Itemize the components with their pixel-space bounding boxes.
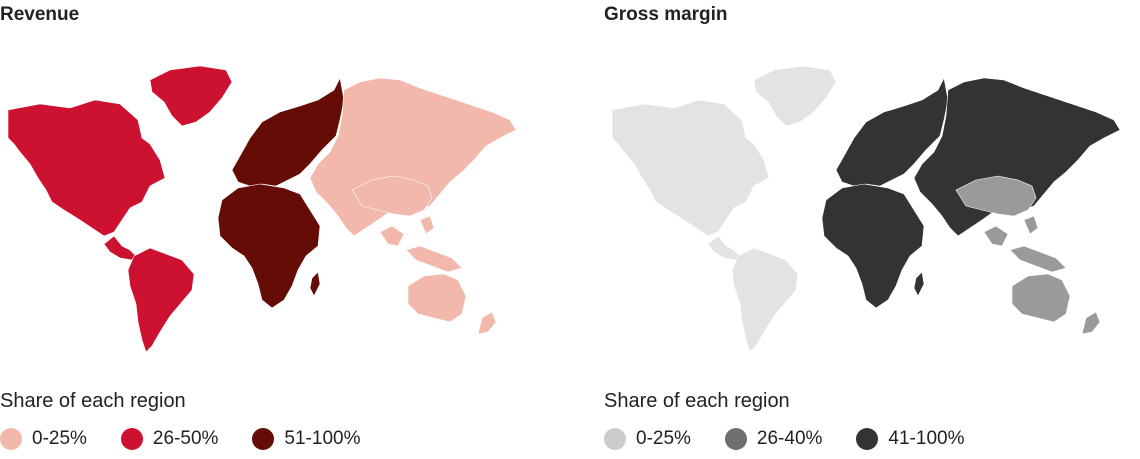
region-south-america	[127, 247, 195, 353]
region-africa	[217, 183, 321, 309]
legend-swatch	[724, 428, 747, 450]
legend-label: 51-100%	[284, 428, 361, 449]
legend-item: 0-25%	[604, 428, 691, 450]
legend-swatch	[856, 428, 879, 450]
region-oceania	[1011, 273, 1101, 335]
legend-swatch	[0, 428, 22, 450]
revenue-world-map	[7, 65, 517, 353]
gross-margin-world-map	[611, 65, 1121, 353]
revenue-panel: Revenue Share of each region 0-25% 26-50…	[0, 0, 540, 459]
map-title: Gross margin	[604, 4, 728, 25]
region-south-america	[731, 247, 799, 353]
legend-item: 51-100%	[252, 428, 360, 450]
legend-label: 26-50%	[152, 428, 219, 449]
region-europe	[835, 77, 949, 187]
legend-title: Share of each region	[604, 390, 790, 412]
region-oceania	[407, 273, 497, 335]
region-europe	[231, 77, 345, 187]
region-greenland	[149, 65, 233, 127]
legend-label: 0-25%	[636, 428, 691, 449]
legend-item: 0-25%	[0, 428, 87, 450]
map-title: Revenue	[0, 4, 80, 25]
region-north-america	[611, 99, 770, 261]
region-china	[955, 175, 1037, 217]
legend: 0-25% 26-40% 41-100%	[604, 428, 964, 450]
legend: 0-25% 26-50% 51-100%	[0, 428, 360, 450]
region-southeast-asia	[379, 215, 463, 273]
legend-item: 41-100%	[856, 428, 964, 450]
legend-swatch	[604, 428, 626, 450]
region-greenland	[753, 65, 837, 127]
legend-swatch	[120, 428, 143, 450]
legend-label: 26-40%	[756, 428, 823, 449]
legend-swatch	[252, 428, 275, 450]
gross-margin-panel: Gross margin Share of each region 0-25% …	[604, 0, 1140, 459]
legend-item: 26-40%	[724, 428, 823, 450]
legend-label: 0-25%	[32, 428, 87, 449]
legend-item: 26-50%	[120, 428, 219, 450]
region-southeast-asia	[983, 215, 1067, 273]
region-africa	[821, 183, 925, 309]
legend-label: 41-100%	[888, 428, 965, 449]
region-china	[351, 175, 433, 217]
region-north-america	[7, 99, 166, 261]
legend-title: Share of each region	[0, 390, 186, 412]
